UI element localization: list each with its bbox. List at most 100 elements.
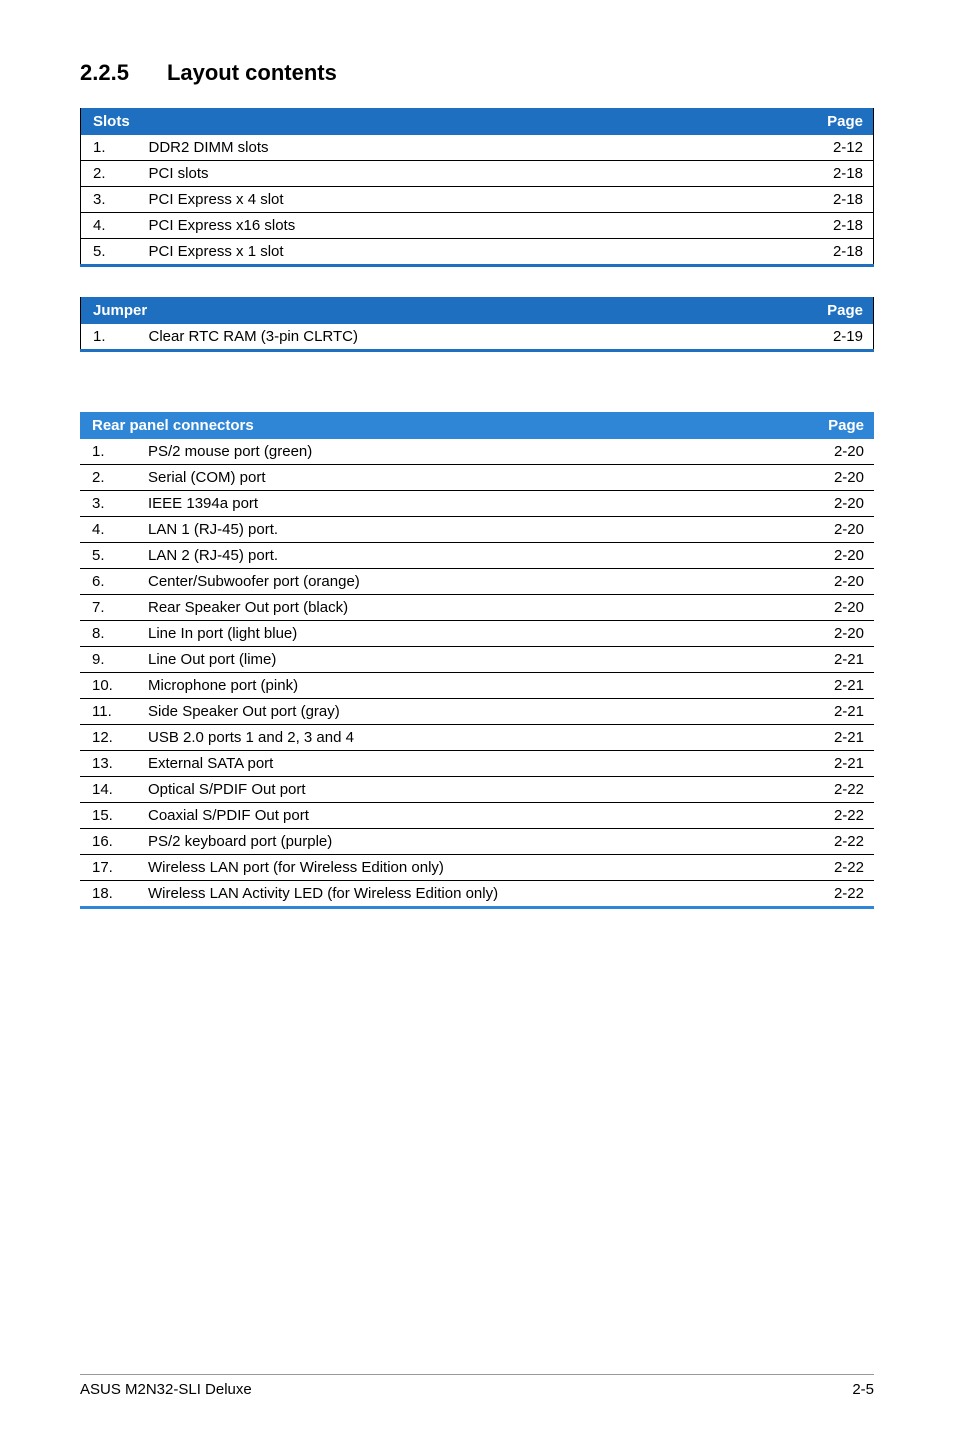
row-index: 1. <box>80 439 136 465</box>
rear-header-left: Rear panel connectors <box>80 412 804 439</box>
row-index: 7. <box>80 595 136 621</box>
row-label: External SATA port <box>136 751 804 777</box>
row-label: DDR2 DIMM slots <box>137 135 804 161</box>
row-page: 2-21 <box>804 725 874 751</box>
table-row: 1.DDR2 DIMM slots2-12 <box>81 135 874 161</box>
row-index: 4. <box>81 213 137 239</box>
row-index: 2. <box>81 161 137 187</box>
row-label: PS/2 mouse port (green) <box>136 439 804 465</box>
table-row: 2.PCI slots2-18 <box>81 161 874 187</box>
table-row: 15.Coaxial S/PDIF Out port2-22 <box>80 803 874 829</box>
table-row: 16.PS/2 keyboard port (purple)2-22 <box>80 829 874 855</box>
table-row: 6.Center/Subwoofer port (orange)2-20 <box>80 569 874 595</box>
jumper-table: Jumper Page 1.Clear RTC RAM (3-pin CLRTC… <box>80 297 874 352</box>
row-page: 2-19 <box>804 324 874 351</box>
row-page: 2-22 <box>804 881 874 908</box>
row-index: 1. <box>81 135 137 161</box>
row-label: Wireless LAN Activity LED (for Wireless … <box>136 881 804 908</box>
row-label: Clear RTC RAM (3-pin CLRTC) <box>137 324 804 351</box>
row-page: 2-18 <box>804 213 874 239</box>
table-row: 3.IEEE 1394a port2-20 <box>80 491 874 517</box>
row-label: Line Out port (lime) <box>136 647 804 673</box>
row-page: 2-20 <box>804 569 874 595</box>
row-index: 2. <box>80 465 136 491</box>
row-page: 2-18 <box>804 239 874 266</box>
row-page: 2-22 <box>804 829 874 855</box>
row-page: 2-20 <box>804 439 874 465</box>
table-row: 11.Side Speaker Out port (gray)2-21 <box>80 699 874 725</box>
row-label: Center/Subwoofer port (orange) <box>136 569 804 595</box>
row-page: 2-22 <box>804 803 874 829</box>
row-index: 11. <box>80 699 136 725</box>
row-label: PCI Express x 4 slot <box>137 187 804 213</box>
row-index: 17. <box>80 855 136 881</box>
row-index: 18. <box>80 881 136 908</box>
row-index: 12. <box>80 725 136 751</box>
section-title: Layout contents <box>167 60 337 85</box>
row-page: 2-18 <box>804 161 874 187</box>
table-row: 8.Line In port (light blue)2-20 <box>80 621 874 647</box>
rear-connectors-table: Rear panel connectors Page 1.PS/2 mouse … <box>80 412 874 909</box>
row-page: 2-21 <box>804 647 874 673</box>
row-page: 2-12 <box>804 135 874 161</box>
row-label: Optical S/PDIF Out port <box>136 777 804 803</box>
row-label: Line In port (light blue) <box>136 621 804 647</box>
row-index: 1. <box>81 324 137 351</box>
row-label: PCI Express x 1 slot <box>137 239 804 266</box>
row-label: Side Speaker Out port (gray) <box>136 699 804 725</box>
row-label: LAN 1 (RJ-45) port. <box>136 517 804 543</box>
rear-header-right: Page <box>804 412 874 439</box>
row-label: Serial (COM) port <box>136 465 804 491</box>
row-index: 8. <box>80 621 136 647</box>
table-row: 7.Rear Speaker Out port (black)2-20 <box>80 595 874 621</box>
table-row: 4.PCI Express x16 slots2-18 <box>81 213 874 239</box>
jumper-header-left: Jumper <box>81 297 804 324</box>
row-page: 2-20 <box>804 595 874 621</box>
row-page: 2-18 <box>804 187 874 213</box>
row-label: PCI slots <box>137 161 804 187</box>
table-row: 17.Wireless LAN port (for Wireless Editi… <box>80 855 874 881</box>
row-page: 2-20 <box>804 621 874 647</box>
row-label: LAN 2 (RJ-45) port. <box>136 543 804 569</box>
page-footer: ASUS M2N32-SLI Deluxe 2-5 <box>80 1374 874 1398</box>
row-index: 10. <box>80 673 136 699</box>
row-page: 2-20 <box>804 491 874 517</box>
table-row: 4.LAN 1 (RJ-45) port.2-20 <box>80 517 874 543</box>
footer-right: 2-5 <box>852 1381 874 1398</box>
row-page: 2-20 <box>804 517 874 543</box>
table-row: 12.USB 2.0 ports 1 and 2, 3 and 42-21 <box>80 725 874 751</box>
table-row: 1.Clear RTC RAM (3-pin CLRTC)2-19 <box>81 324 874 351</box>
row-index: 14. <box>80 777 136 803</box>
table-row: 5.LAN 2 (RJ-45) port.2-20 <box>80 543 874 569</box>
row-index: 15. <box>80 803 136 829</box>
table-row: 10.Microphone port (pink)2-21 <box>80 673 874 699</box>
slots-table: Slots Page 1.DDR2 DIMM slots2-122.PCI sl… <box>80 108 874 267</box>
table-row: 13.External SATA port2-21 <box>80 751 874 777</box>
row-index: 3. <box>80 491 136 517</box>
row-label: USB 2.0 ports 1 and 2, 3 and 4 <box>136 725 804 751</box>
row-label: PCI Express x16 slots <box>137 213 804 239</box>
row-index: 9. <box>80 647 136 673</box>
table-row: 1.PS/2 mouse port (green)2-20 <box>80 439 874 465</box>
row-index: 4. <box>80 517 136 543</box>
row-page: 2-20 <box>804 543 874 569</box>
row-index: 3. <box>81 187 137 213</box>
section-number: 2.2.5 <box>80 60 129 86</box>
slots-header-right: Page <box>804 108 874 135</box>
table-row: 18.Wireless LAN Activity LED (for Wirele… <box>80 881 874 908</box>
slots-header-left: Slots <box>81 108 804 135</box>
row-index: 5. <box>80 543 136 569</box>
row-page: 2-21 <box>804 673 874 699</box>
row-index: 16. <box>80 829 136 855</box>
table-row: 9.Line Out port (lime)2-21 <box>80 647 874 673</box>
section-heading: 2.2.5 Layout contents <box>80 60 874 86</box>
row-label: PS/2 keyboard port (purple) <box>136 829 804 855</box>
row-label: Microphone port (pink) <box>136 673 804 699</box>
table-row: 14.Optical S/PDIF Out port2-22 <box>80 777 874 803</box>
row-index: 13. <box>80 751 136 777</box>
row-page: 2-20 <box>804 465 874 491</box>
row-index: 6. <box>80 569 136 595</box>
jumper-header-right: Page <box>804 297 874 324</box>
table-row: 5.PCI Express x 1 slot2-18 <box>81 239 874 266</box>
row-page: 2-21 <box>804 751 874 777</box>
